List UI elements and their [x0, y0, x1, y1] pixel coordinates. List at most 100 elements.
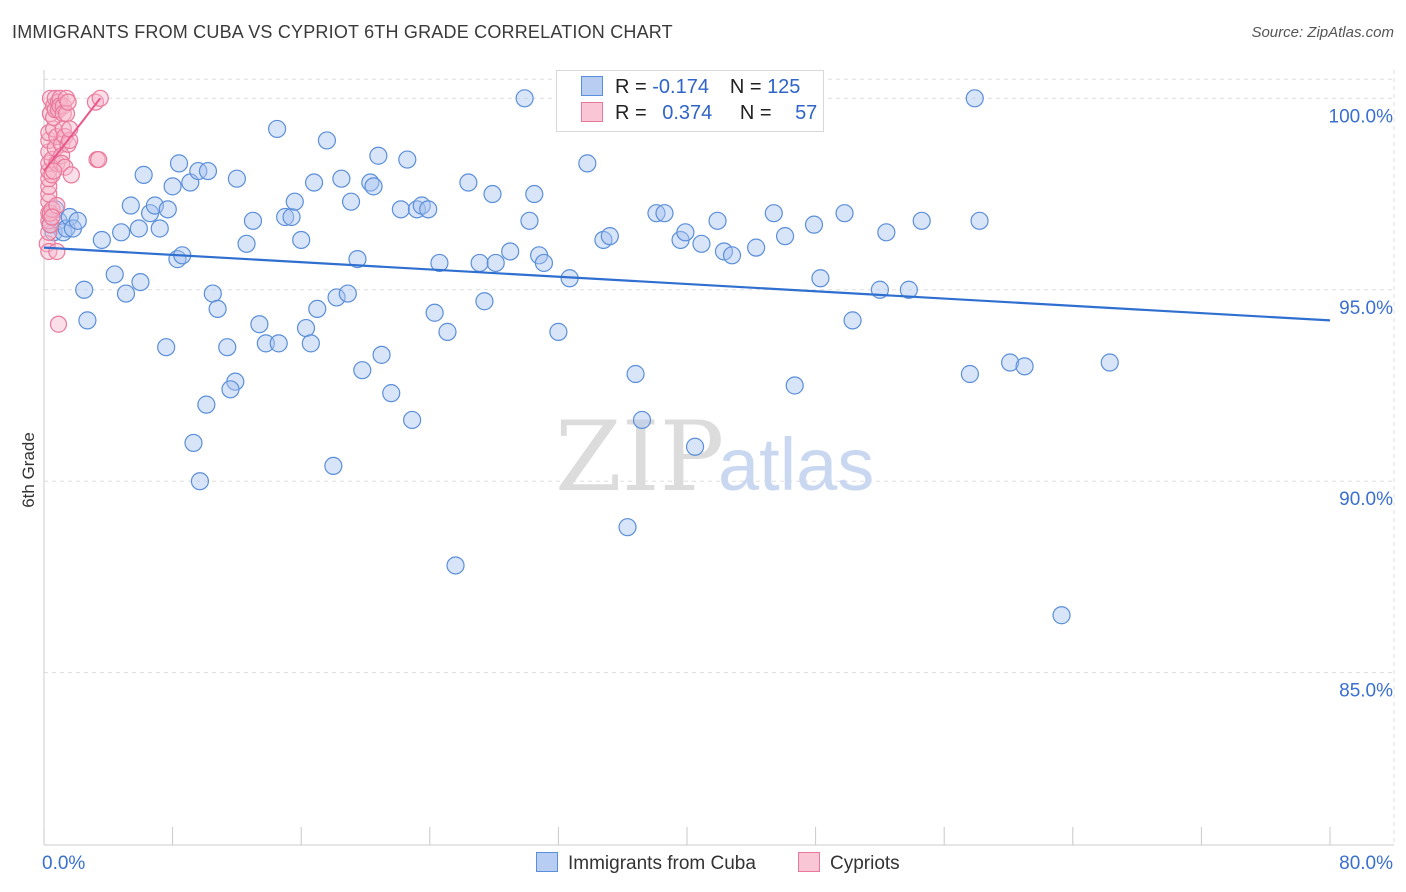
- trend-line-cuba: [43, 246, 1331, 322]
- trend-line-cypriots: [43, 97, 102, 172]
- data-point-cuba: [483, 184, 502, 204]
- data-point-cuba: [398, 150, 417, 169]
- data-point-cuba: [655, 204, 674, 223]
- x-tick-labels: 0.0% 80.0%: [42, 853, 1393, 874]
- data-point-cuba: [243, 211, 263, 230]
- data-point-cuba: [676, 223, 695, 242]
- data-point-cuba: [92, 230, 111, 250]
- data-point-cuba: [1100, 353, 1119, 372]
- data-point-cuba: [256, 334, 275, 353]
- y-tick-label-85: 85.0%: [1339, 681, 1393, 702]
- legend-swatch-cypriots: [581, 102, 603, 122]
- data-point-cuba: [764, 204, 783, 223]
- data-point-cuba: [221, 380, 240, 399]
- bottom-legend-cypriots: Cypriots: [798, 852, 900, 875]
- data-point-cuba: [722, 246, 742, 265]
- data-point-cuba: [301, 334, 320, 353]
- data-point-cuba: [775, 227, 795, 246]
- data-point-cuba: [169, 154, 189, 173]
- data-point-cuba: [324, 456, 343, 476]
- data-point-cuba: [899, 280, 918, 299]
- data-point-cypriots: [90, 150, 108, 169]
- data-point-cuba: [184, 433, 203, 453]
- data-point-cuba: [296, 318, 316, 338]
- watermark-zip: ZIP: [555, 401, 724, 513]
- data-point-cuba: [747, 238, 766, 257]
- data-point-cuba: [250, 315, 269, 334]
- legend-r-label-1: R =: [615, 76, 647, 98]
- data-point-cypriots: [62, 166, 80, 184]
- data-point-cuba: [965, 89, 984, 108]
- data-point-cuba: [327, 288, 346, 307]
- legend-r-label-2: R =: [615, 102, 647, 124]
- data-point-cuba: [189, 161, 208, 181]
- watermark: ZIP atlas: [555, 401, 874, 513]
- data-point-cuba: [218, 338, 237, 357]
- bottom-legend-cuba: Immigrants from Cuba: [536, 852, 756, 875]
- data-point-cuba: [78, 311, 97, 330]
- data-point-cuba: [600, 227, 619, 246]
- data-point-cuba: [208, 299, 227, 319]
- data-point-cuba: [75, 280, 94, 299]
- data-point-cuba: [425, 303, 444, 322]
- data-point-cuba: [282, 207, 301, 227]
- bottom-legend-label-cuba: Immigrants from Cuba: [568, 853, 756, 874]
- data-point-cuba: [292, 230, 311, 250]
- data-point-cuba: [308, 299, 327, 319]
- chart-title: IMMIGRANTS FROM CUBA VS CYPRIOT 6TH GRAD…: [12, 22, 673, 42]
- data-point-cuba: [970, 211, 989, 230]
- series-cypriots: [38, 89, 109, 333]
- data-point-cuba: [438, 322, 457, 341]
- data-point-cuba: [332, 169, 351, 188]
- data-point-cuba: [843, 311, 862, 330]
- data-point-cuba: [129, 219, 148, 238]
- y-tick-label-95: 95.0%: [1339, 298, 1393, 319]
- data-point-cuba: [877, 223, 896, 242]
- data-point-cuba: [269, 334, 288, 353]
- legend-row-cuba: R = -0.174 N = 125: [581, 76, 800, 100]
- data-point-cuba: [131, 272, 150, 292]
- data-point-cuba: [157, 338, 176, 357]
- data-point-cuba: [1015, 357, 1034, 376]
- data-point-cuba: [276, 207, 295, 227]
- data-point-cuba: [626, 364, 645, 384]
- legend-n-value-2: 57: [795, 102, 818, 124]
- data-point-cypriots: [48, 242, 66, 261]
- data-point-cuba: [534, 253, 554, 273]
- bottom-legend-swatch-cypriots: [798, 852, 820, 872]
- data-point-cypriots: [49, 315, 68, 333]
- data-point-cuba: [203, 284, 222, 303]
- data-point-cuba: [198, 161, 218, 181]
- data-point-cuba: [285, 192, 304, 211]
- legend-n-label-2: N =: [739, 102, 772, 124]
- data-point-cuba: [515, 89, 534, 108]
- data-point-cuba: [391, 200, 410, 219]
- data-point-cuba: [341, 192, 361, 211]
- data-point-cuba: [267, 119, 287, 139]
- data-point-cuba: [348, 250, 367, 269]
- x-tick-label-min: 0.0%: [42, 853, 85, 874]
- data-point-cuba: [470, 253, 489, 273]
- data-point-cuba: [692, 234, 711, 253]
- data-point-cuba: [459, 173, 478, 192]
- data-point-cypriots: [45, 162, 63, 180]
- data-point-cuba: [317, 131, 337, 150]
- data-point-cuba: [227, 169, 246, 188]
- data-point-cuba: [158, 200, 177, 219]
- data-point-cuba: [811, 269, 830, 288]
- data-point-cuba: [112, 223, 131, 242]
- watermark-atlas: atlas: [718, 423, 874, 506]
- data-point-cuba: [1052, 606, 1071, 625]
- legend-n-value-1: 125: [767, 76, 801, 98]
- y-axis-label: 6th Grade: [19, 432, 38, 508]
- legend-swatch-cuba: [581, 76, 603, 96]
- trend-lines: [43, 97, 1331, 322]
- legend-row-cypriots: R = 0.374 N = 57: [581, 102, 817, 126]
- y-tick-labels: 85.0% 90.0% 95.0% 100.0%: [1329, 106, 1394, 701]
- data-point-cuba: [197, 395, 216, 414]
- data-point-cuba: [520, 211, 539, 230]
- data-point-cuba: [912, 211, 931, 230]
- source-label: Source: ZipAtlas.com: [1251, 24, 1394, 41]
- data-point-cuba: [419, 200, 438, 219]
